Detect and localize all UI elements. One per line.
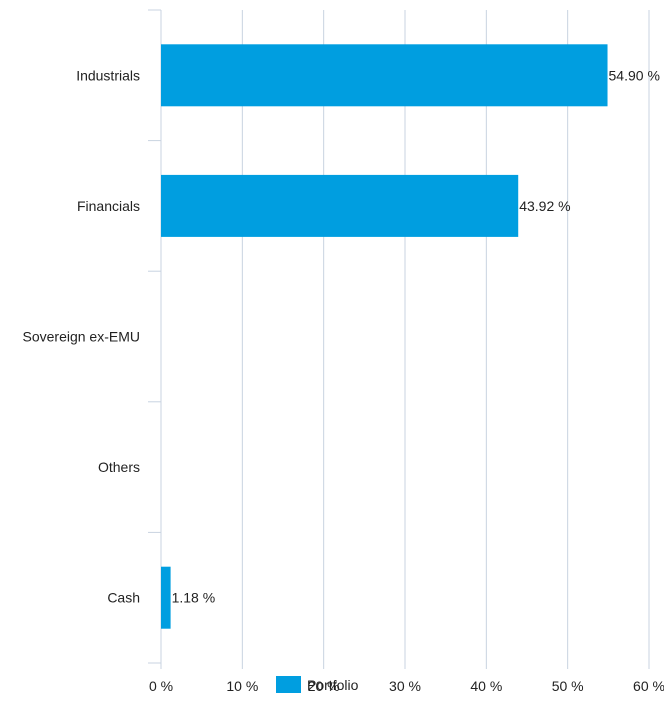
bar-1 (161, 174, 519, 237)
x-tick-label-0: 0 % (149, 678, 173, 694)
category-label-4: Cash (107, 590, 140, 606)
category-label-2: Sovereign ex-EMU (23, 329, 141, 345)
x-tick-label-20: 20 % (308, 678, 340, 694)
data-label-4: 1.18 % (172, 590, 216, 606)
x-tick-label-60: 60 % (633, 678, 664, 694)
legend-swatch-portfolio (276, 676, 301, 693)
x-tick-label-10: 10 % (226, 678, 258, 694)
x-tick-label-40: 40 % (470, 678, 502, 694)
category-label-1: Financials (77, 198, 140, 214)
data-label-1: 43.92 % (519, 198, 570, 214)
data-label-0: 54.90 % (609, 67, 660, 83)
legend-label-portfolio: Portfolio (307, 676, 359, 693)
x-tick-label-30: 30 % (389, 678, 421, 694)
chart-legend: Portfolio (276, 676, 358, 693)
x-tick-label-50: 50 % (552, 678, 584, 694)
bar-4 (161, 566, 171, 629)
bar-0 (161, 44, 608, 107)
category-label-3: Others (98, 459, 140, 475)
category-label-0: Industrials (76, 67, 140, 83)
